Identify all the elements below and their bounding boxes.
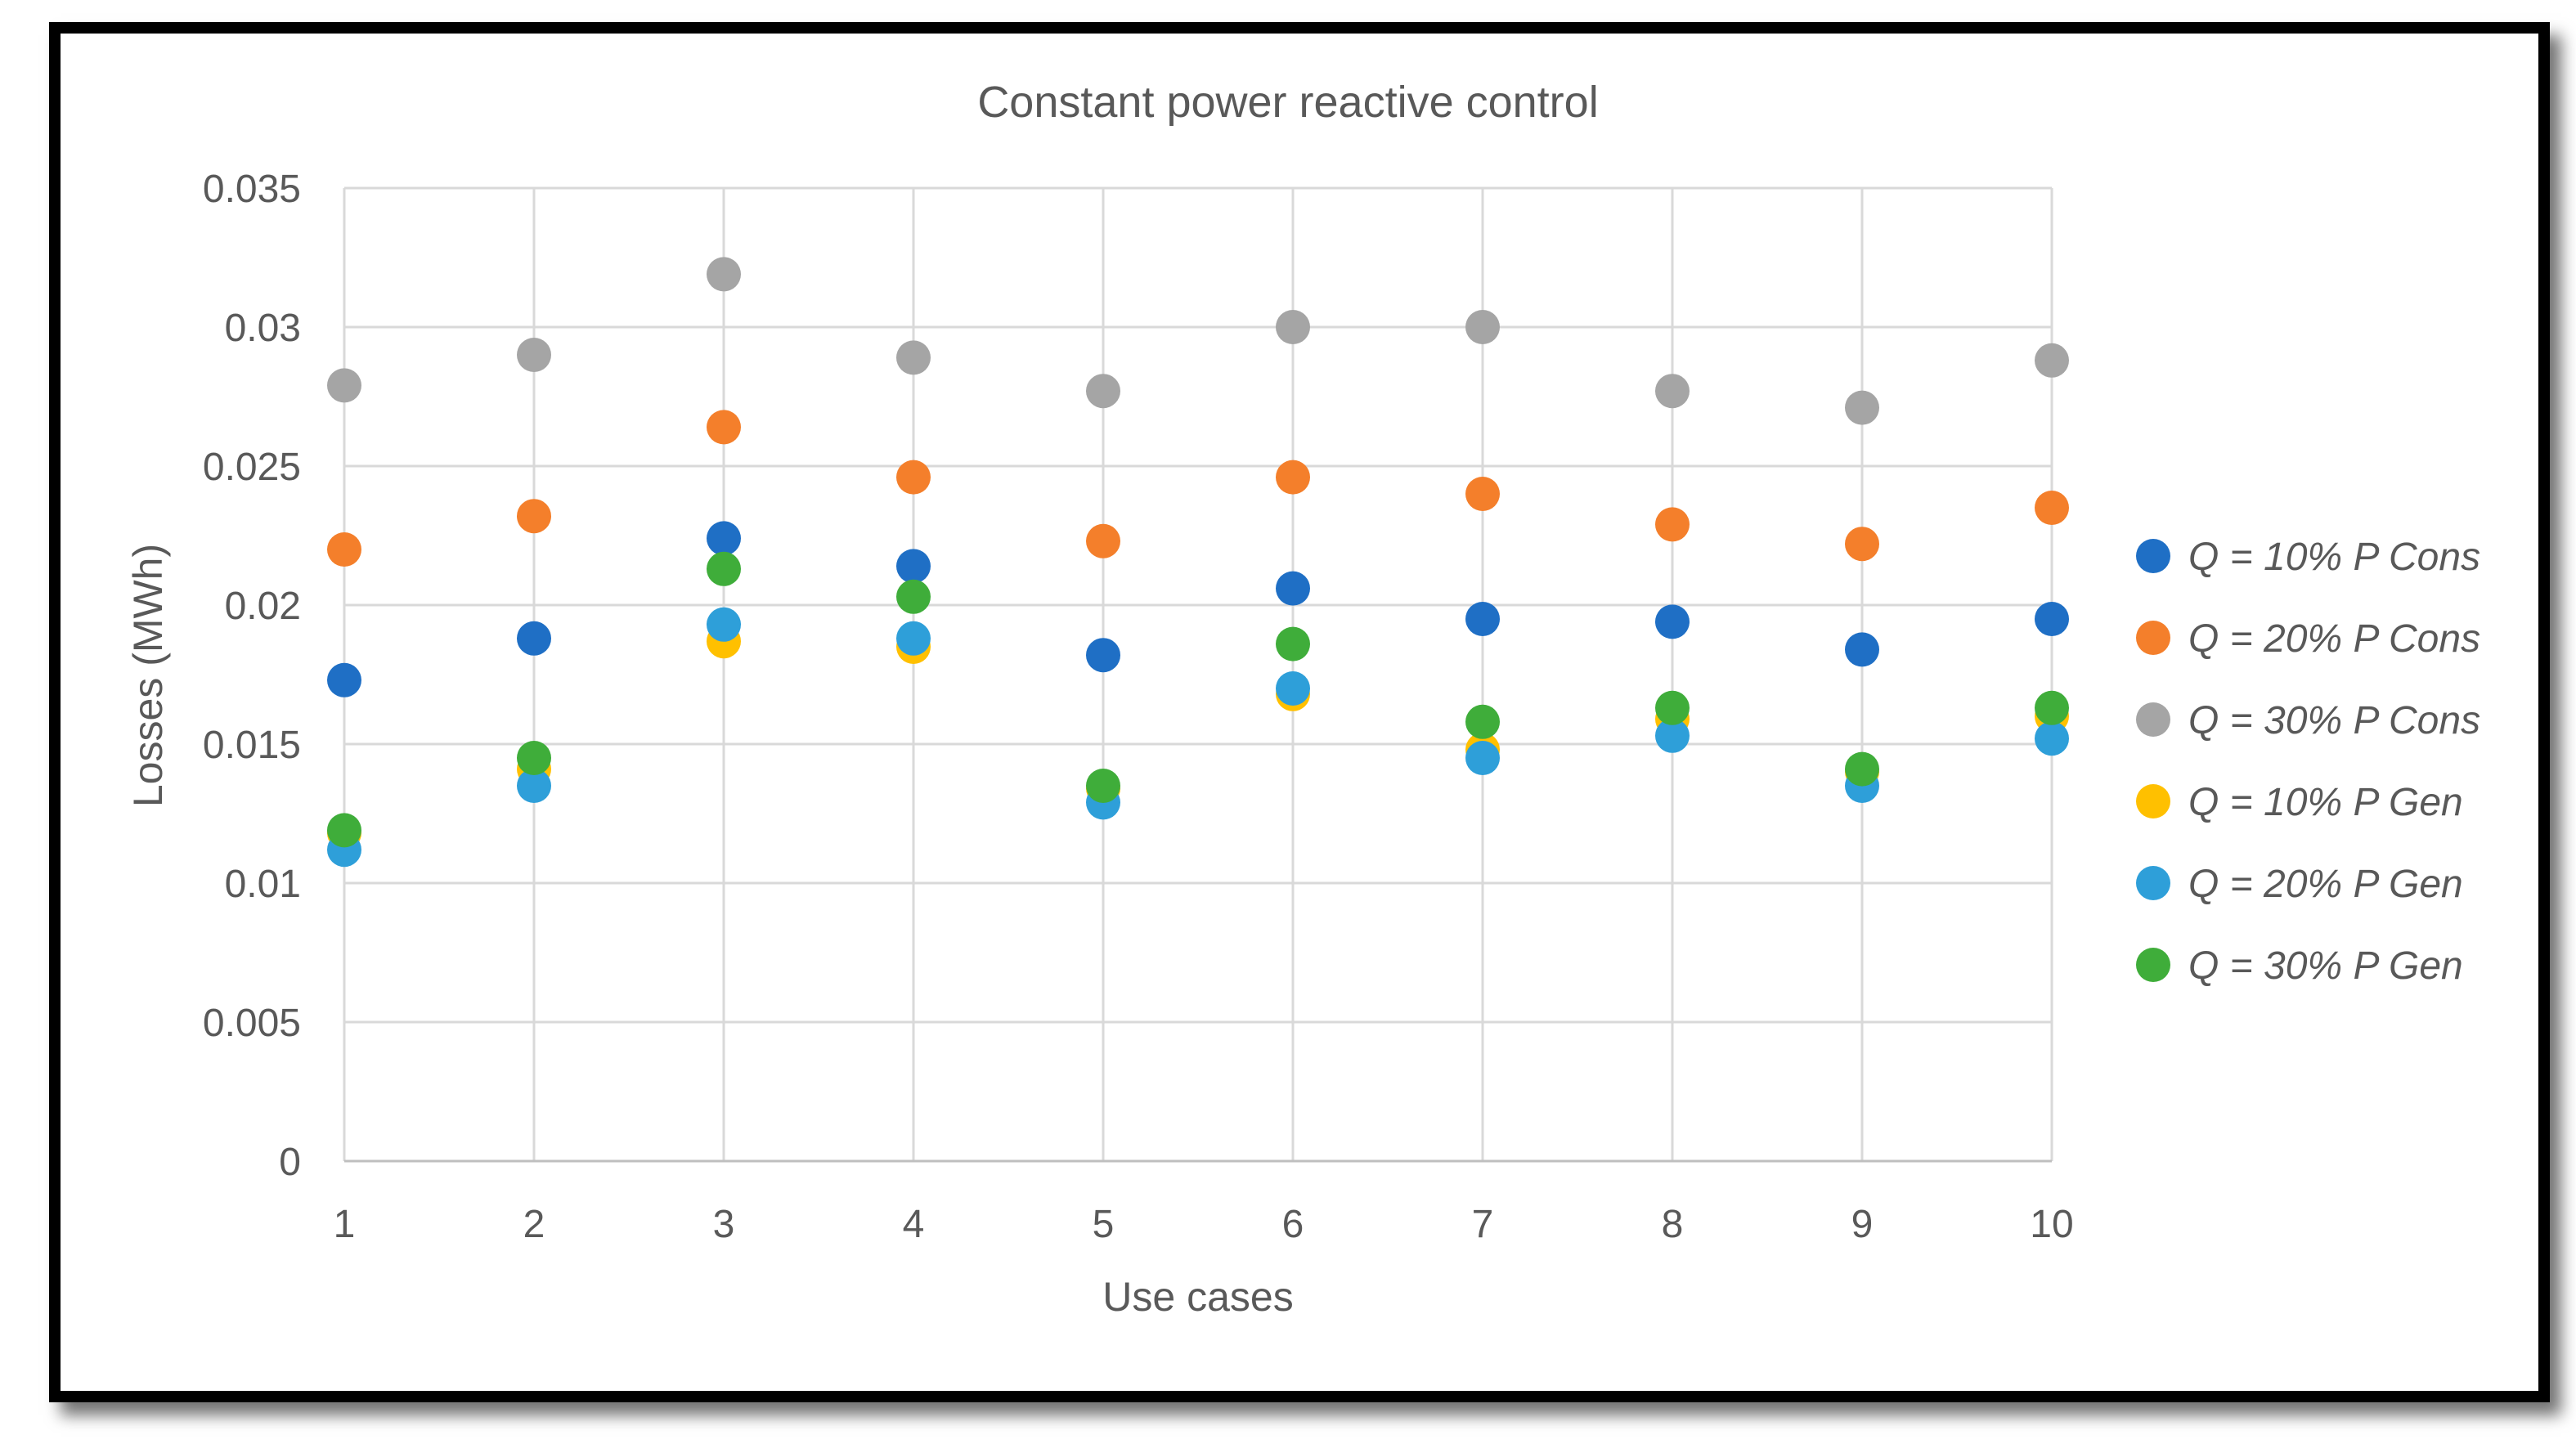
x-tick-label: 2 xyxy=(523,1203,545,1246)
data-point xyxy=(1086,638,1120,673)
data-point xyxy=(2035,690,2069,725)
legend-label: Q = 10% P Cons xyxy=(2188,536,2480,579)
data-point xyxy=(1465,310,1500,344)
y-axis-tick-labels: 0 0.005 0.01 0.015 0.02 0.025 0.03 0.035 xyxy=(203,168,301,1184)
data-point xyxy=(1086,769,1120,803)
data-point xyxy=(1845,390,1879,425)
chart-title: Constant power reactive control xyxy=(977,78,1598,127)
x-tick-label: 7 xyxy=(1472,1203,1494,1246)
legend-marker xyxy=(2136,702,2170,737)
data-point xyxy=(2035,343,2069,378)
y-axis-title: Losses (MWh) xyxy=(125,544,171,807)
legend-marker xyxy=(2136,784,2170,818)
x-tick-label: 10 xyxy=(2030,1203,2073,1246)
data-point xyxy=(896,579,931,614)
data-point xyxy=(1086,523,1120,558)
legend-marker xyxy=(2136,948,2170,982)
series-5 xyxy=(327,607,2069,868)
legend-label: Q = 10% P Gen xyxy=(2188,781,2463,824)
series-3 xyxy=(327,257,2069,425)
x-axis-tick-labels: 1 2 3 4 5 6 7 8 9 10 xyxy=(334,1203,2074,1246)
x-tick-label: 4 xyxy=(903,1203,925,1246)
data-point xyxy=(327,662,361,697)
data-point xyxy=(707,410,741,445)
series-4 xyxy=(327,624,2069,850)
legend-label: Q = 20% P Cons xyxy=(2188,617,2480,661)
legend-label: Q = 30% P Gen xyxy=(2188,944,2463,988)
data-point xyxy=(1465,477,1500,511)
data-point xyxy=(1465,741,1500,775)
data-point xyxy=(1655,374,1690,409)
data-point xyxy=(896,460,931,495)
data-point xyxy=(896,340,931,375)
data-point xyxy=(327,813,361,848)
data-point xyxy=(1655,690,1690,725)
x-tick-label: 6 xyxy=(1282,1203,1304,1246)
legend-marker xyxy=(2136,539,2170,573)
data-point xyxy=(1465,704,1500,739)
data-point xyxy=(1845,632,1879,667)
gridlines xyxy=(343,186,2053,1163)
x-tick-label: 9 xyxy=(1851,1203,1874,1246)
data-point xyxy=(1845,751,1879,787)
series-6 xyxy=(327,551,2069,848)
data-point xyxy=(1276,310,1310,344)
data-point xyxy=(1276,626,1310,661)
legend-label: Q = 30% P Cons xyxy=(2188,699,2480,742)
data-point xyxy=(1465,602,1500,636)
data-point xyxy=(707,551,741,586)
data-point xyxy=(2035,491,2069,525)
data-point xyxy=(896,549,931,584)
data-point xyxy=(1276,571,1310,606)
data-point xyxy=(327,532,361,567)
data-point xyxy=(517,338,551,372)
x-tick-label: 1 xyxy=(334,1203,356,1246)
data-point xyxy=(517,621,551,656)
data-point xyxy=(1655,604,1690,639)
data-point xyxy=(707,257,741,292)
legend: Q = 10% P Cons Q = 20% P Cons Q = 30% P Co… xyxy=(2136,536,2480,988)
data-point xyxy=(1655,507,1690,542)
legend-marker xyxy=(2136,866,2170,900)
y-tick-label: 0.03 xyxy=(225,307,301,350)
y-tick-label: 0.005 xyxy=(203,1002,301,1045)
x-tick-label: 8 xyxy=(1662,1203,1684,1246)
data-points xyxy=(327,257,2069,868)
data-point xyxy=(1276,671,1310,706)
legend-label: Q = 20% P Gen xyxy=(2188,863,2463,906)
data-point xyxy=(517,741,551,775)
data-point xyxy=(1086,374,1120,409)
data-point xyxy=(707,521,741,556)
series-2 xyxy=(327,410,2069,567)
y-tick-label: 0 xyxy=(279,1141,301,1184)
y-tick-label: 0.025 xyxy=(203,446,301,489)
series-1 xyxy=(327,521,2069,697)
data-point xyxy=(517,499,551,534)
y-tick-label: 0.015 xyxy=(203,724,301,767)
y-tick-label: 0.035 xyxy=(203,168,301,211)
y-tick-label: 0.01 xyxy=(225,863,301,906)
data-point xyxy=(517,769,551,803)
y-tick-label: 0.02 xyxy=(225,585,301,628)
legend-marker xyxy=(2136,621,2170,655)
data-point xyxy=(1655,718,1690,753)
data-point xyxy=(2035,602,2069,636)
x-axis-title: Use cases xyxy=(1102,1274,1293,1320)
chart-frame xyxy=(49,22,2550,1402)
x-tick-label: 3 xyxy=(713,1203,735,1246)
data-point xyxy=(327,368,361,403)
data-point xyxy=(1845,527,1879,562)
data-point xyxy=(2035,721,2069,756)
data-point xyxy=(1276,460,1310,495)
data-point xyxy=(707,607,741,642)
x-tick-label: 5 xyxy=(1093,1203,1115,1246)
data-point xyxy=(896,621,931,656)
